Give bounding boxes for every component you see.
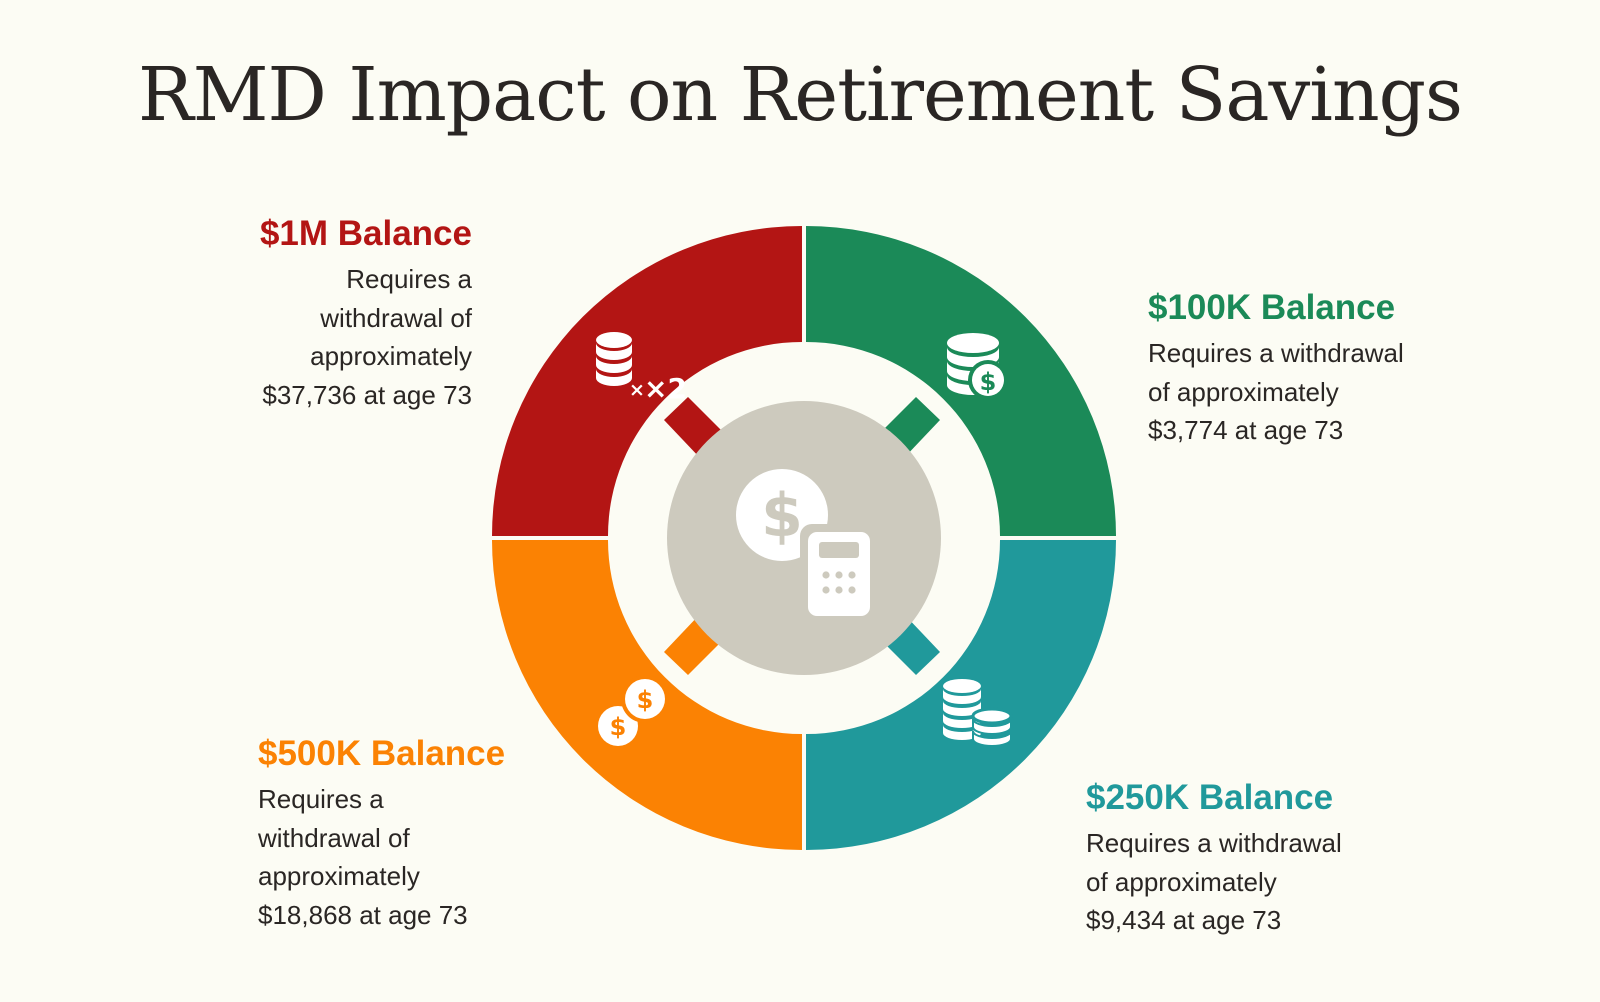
- segment-1m: [492, 226, 802, 536]
- description-1m-balance: Requires a withdrawal of approximately $…: [262, 264, 472, 410]
- svg-text:$: $: [610, 713, 627, 741]
- heading-100k-balance: $100K Balance: [1148, 288, 1396, 327]
- label-1m-balance: $1M Balance Requires a withdrawal of app…: [200, 214, 472, 414]
- label-500k-balance: $500K Balance Requires a withdrawal of a…: [258, 734, 578, 934]
- svg-text:×2: ×2: [644, 372, 687, 405]
- label-100k-balance: $100K Balance Requires a withdrawal of a…: [1148, 288, 1468, 450]
- heading-500k-balance: $500K Balance: [258, 734, 506, 773]
- heading-1m-balance: $1M Balance: [259, 214, 472, 253]
- segment-100k: [806, 226, 1116, 536]
- svg-text:×: ×: [629, 379, 645, 401]
- svg-text:$: $: [637, 686, 654, 714]
- dollar-coins-icon: $ $: [598, 675, 669, 746]
- description-250k-balance: Requires a withdrawal of approximately $…: [1086, 828, 1342, 935]
- description-500k-balance: Requires a withdrawal of approximately $…: [258, 784, 468, 930]
- label-250k-balance: $250K Balance Requires a withdrawal of a…: [1086, 778, 1406, 940]
- coin-stacks-icon: [943, 679, 1013, 747]
- description-100k-balance: Requires a withdrawal of approximately $…: [1148, 338, 1404, 445]
- dollar-calculator-icon: $: [736, 469, 878, 624]
- coin-stack-x2-icon: × ×2: [596, 332, 687, 405]
- heading-250k-balance: $250K Balance: [1086, 778, 1334, 817]
- svg-text:$: $: [980, 368, 997, 396]
- segment-250k: [806, 540, 1116, 850]
- page-title: RMD Impact on Retirement Savings: [138, 52, 1463, 138]
- coin-stack-dollar-icon: $: [947, 333, 1008, 400]
- svg-text:$: $: [761, 481, 803, 551]
